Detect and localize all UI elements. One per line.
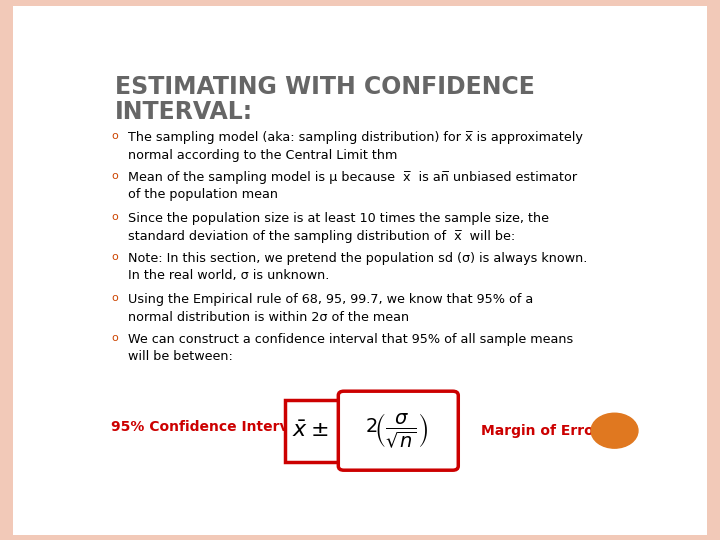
Text: INTERVAL:: INTERVAL: [115,100,253,124]
Text: Note: In this section, we pretend the population sd (σ) is always known.
In the : Note: In this section, we pretend the po… [128,252,588,282]
Text: o: o [111,333,118,343]
Text: ESTIMATING WITH CONFIDENCE: ESTIMATING WITH CONFIDENCE [115,75,535,99]
Text: Mean of the sampling model is μ because  x̅  is an̅ unbiased estimator
of the po: Mean of the sampling model is μ because … [128,171,577,201]
Text: 95% Confidence Interval: 95% Confidence Interval [111,420,303,434]
Text: $\bar{x} \pm$: $\bar{x} \pm$ [292,421,328,441]
Text: o: o [111,131,118,141]
Text: o: o [111,212,118,222]
Text: $2\!\left(\dfrac{\sigma}{\sqrt{n}}\right)$: $2\!\left(\dfrac{\sigma}{\sqrt{n}}\right… [365,411,428,450]
Circle shape [591,413,638,448]
FancyBboxPatch shape [285,400,447,462]
Text: o: o [111,171,118,181]
Text: Using the Empirical rule of 68, 95, 99.7, we know that 95% of a
normal distribut: Using the Empirical rule of 68, 95, 99.7… [128,294,534,324]
Text: o: o [111,294,118,303]
FancyBboxPatch shape [338,391,459,470]
Text: The sampling model (aka: sampling distribution) for x̅ is approximately
normal a: The sampling model (aka: sampling distri… [128,131,582,162]
Text: o: o [111,252,118,262]
Text: Margin of Error: Margin of Error [481,424,600,438]
Text: Since the population size is at least 10 times the sample size, the
standard dev: Since the population size is at least 10… [128,212,549,243]
Text: We can construct a confidence interval that 95% of all sample means
will be betw: We can construct a confidence interval t… [128,333,573,363]
